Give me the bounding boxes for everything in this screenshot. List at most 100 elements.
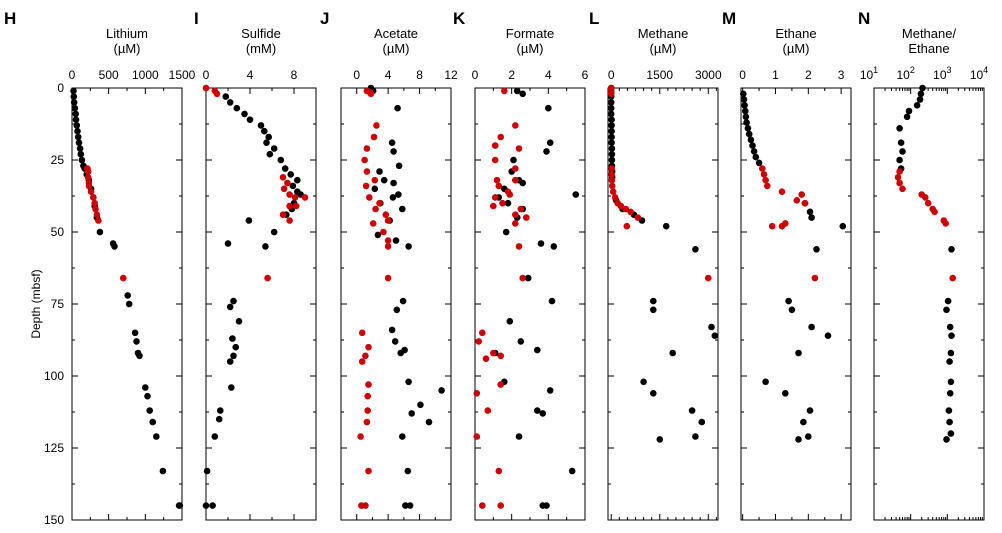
data-point (896, 125, 903, 132)
data-point (806, 208, 814, 216)
x-tick-label: 103 (933, 65, 951, 82)
data-point (233, 104, 241, 112)
data-point (515, 243, 523, 250)
data-point (370, 133, 378, 141)
data-point (397, 349, 405, 357)
data-point (506, 318, 514, 325)
data-point (946, 418, 953, 426)
data-point (711, 332, 719, 340)
data-point (634, 214, 642, 221)
x-tick-label: 0 (608, 68, 615, 82)
data-point (495, 467, 503, 475)
data-point (261, 127, 268, 135)
x-tick-label: 500 (99, 68, 119, 82)
data-point (705, 274, 712, 282)
data-point (497, 133, 505, 141)
panel-title: Methane/ (902, 26, 957, 41)
data-point (495, 182, 503, 190)
data-point (708, 323, 715, 331)
data-point (640, 378, 647, 386)
data-point (392, 237, 400, 244)
data-point (550, 243, 558, 250)
data-point (497, 502, 505, 509)
data-point (364, 407, 372, 414)
data-point (405, 243, 412, 250)
data-point (365, 381, 372, 388)
data-point (257, 122, 265, 129)
data-point (752, 153, 760, 161)
black-series (491, 87, 580, 509)
data-point (608, 133, 615, 141)
data-point (215, 415, 223, 423)
data-point (209, 502, 216, 509)
data-point (229, 335, 236, 342)
data-point (202, 84, 210, 92)
data-point (497, 352, 505, 360)
data-point (627, 208, 634, 216)
panel-letter: K (453, 9, 466, 28)
data-point (384, 243, 392, 250)
data-point (762, 176, 769, 184)
data-point (747, 136, 755, 144)
data-point (778, 222, 786, 230)
data-point (745, 130, 753, 138)
data-point (795, 349, 802, 357)
panel-title-unit: (mM) (246, 41, 276, 56)
data-point (374, 231, 382, 239)
data-point (294, 176, 301, 184)
data-point (280, 185, 288, 193)
data-point (572, 191, 580, 198)
data-point (230, 297, 237, 305)
data-point (226, 358, 234, 365)
plot-frame (205, 87, 317, 521)
data-point (286, 202, 293, 210)
data-point (417, 401, 424, 409)
data-point (617, 202, 625, 210)
data-point (608, 165, 615, 172)
data-point (372, 205, 379, 213)
data-point (896, 179, 903, 187)
data-point (84, 174, 92, 181)
data-point (948, 332, 955, 340)
data-point (384, 237, 392, 244)
data-point (537, 240, 545, 247)
data-point (545, 104, 552, 112)
x-tick-label: 0 (472, 68, 479, 82)
data-point (768, 222, 776, 230)
data-point (367, 90, 375, 98)
data-point (608, 116, 615, 123)
data-point (380, 228, 387, 236)
x-tick-label: 8 (291, 68, 298, 82)
data-point (96, 228, 104, 236)
panel-m: M Ethane(µM) 0 1 2 3 (722, 9, 852, 521)
data-point (510, 156, 517, 164)
data-point (501, 87, 508, 95)
data-point (743, 119, 750, 126)
data-point (650, 297, 657, 305)
data-point (944, 297, 952, 305)
data-point (497, 381, 505, 388)
data-point (795, 436, 802, 443)
data-point (897, 139, 905, 146)
data-point (692, 433, 699, 440)
data-point (762, 378, 769, 386)
panel-letter: L (589, 9, 599, 28)
data-point (270, 145, 278, 152)
data-point (548, 297, 556, 305)
y-tick-label: 0 (57, 81, 64, 95)
data-point (517, 205, 525, 213)
data-point (286, 217, 293, 224)
data-point (362, 352, 369, 360)
data-point (656, 436, 664, 443)
data-point (72, 116, 80, 123)
data-point (742, 107, 749, 115)
data-point (388, 139, 396, 146)
data-point (512, 211, 519, 218)
data-point (361, 156, 368, 164)
data-point (136, 352, 143, 360)
panel-i: I Sulfide(mM) 0 4 8 (194, 9, 317, 521)
data-point (519, 274, 526, 282)
data-point (390, 179, 397, 187)
data-point (284, 179, 291, 187)
